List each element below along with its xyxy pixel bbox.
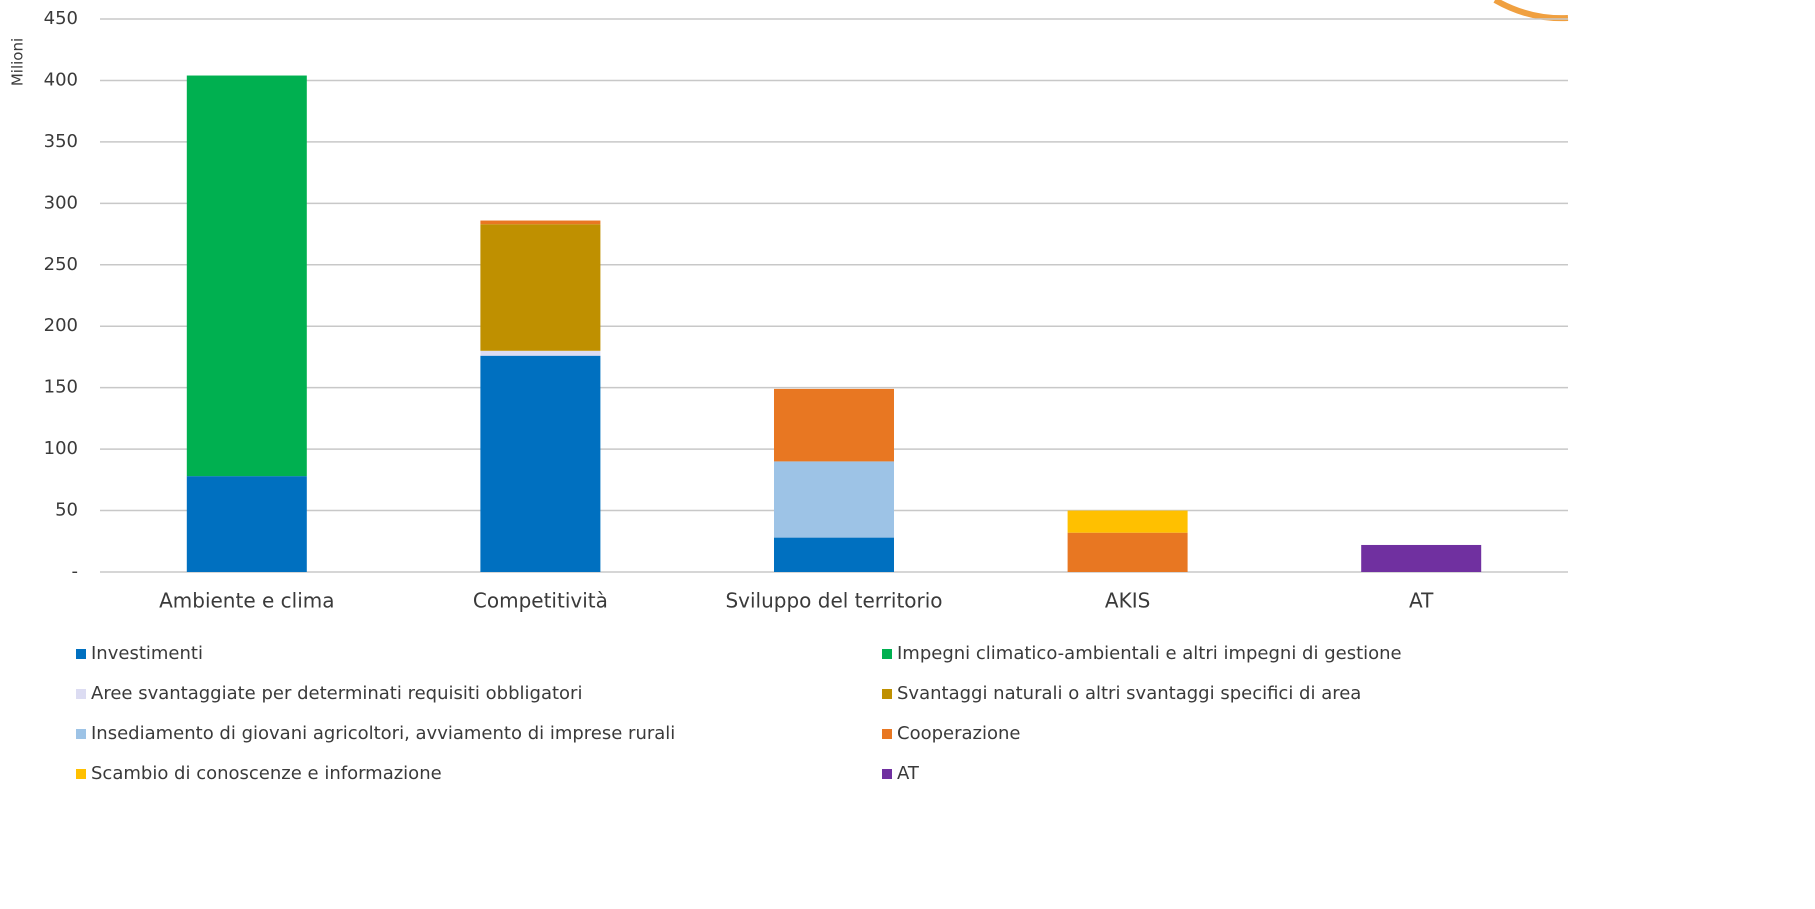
x-tick-label: AKIS bbox=[1105, 589, 1150, 613]
x-tick-label: Sviluppo del territorio bbox=[725, 589, 942, 613]
y-axis-label: Milioni bbox=[9, 38, 27, 86]
legend-label: AT bbox=[897, 763, 920, 784]
legend-swatch bbox=[76, 769, 86, 779]
bar-segment bbox=[186, 476, 307, 572]
bar-segment bbox=[1361, 544, 1482, 572]
x-tick-label: Ambiente e clima bbox=[159, 589, 334, 613]
bar-segment bbox=[1067, 510, 1188, 533]
legend-swatch bbox=[76, 689, 86, 699]
legend-swatch bbox=[882, 769, 892, 779]
y-tick-label: 250 bbox=[44, 254, 78, 275]
legend-label: Impegni climatico-ambientali e altri imp… bbox=[897, 643, 1402, 664]
legend-label: Scambio di conoscenze e informazione bbox=[91, 763, 442, 784]
y-tick-label: 150 bbox=[44, 377, 78, 398]
y-tick-label: - bbox=[72, 561, 79, 582]
legend-label: Aree svantaggiate per determinati requis… bbox=[91, 683, 582, 704]
x-tick-label: Competitività bbox=[473, 589, 608, 613]
y-tick-label: 350 bbox=[44, 131, 78, 152]
y-tick-label: 400 bbox=[44, 69, 78, 90]
legend-label: Investimenti bbox=[91, 643, 203, 664]
legend-swatch bbox=[76, 649, 86, 659]
bar-segment bbox=[480, 220, 601, 225]
bar-segment bbox=[774, 388, 894, 462]
decoration bbox=[1493, 0, 1569, 22]
legend-swatch bbox=[882, 649, 892, 659]
legend-swatch bbox=[76, 729, 86, 739]
y-tick-label: 450 bbox=[44, 8, 78, 29]
y-tick-label: 100 bbox=[44, 438, 78, 459]
y-tick-label: 300 bbox=[44, 192, 78, 213]
legend-label: Svantaggi naturali o altri svantaggi spe… bbox=[897, 683, 1361, 704]
bar-segment bbox=[480, 350, 601, 356]
bar-segment bbox=[774, 461, 894, 538]
bar-segment bbox=[480, 355, 601, 572]
legend-label: Cooperazione bbox=[897, 723, 1020, 744]
bar-segment bbox=[480, 224, 601, 351]
y-tick-label: 50 bbox=[55, 500, 78, 521]
bar-segment bbox=[1067, 532, 1188, 572]
y-tick-label: 200 bbox=[44, 315, 78, 336]
legend-swatch bbox=[882, 689, 892, 699]
x-tick-label: AT bbox=[1409, 589, 1434, 613]
legend-label: Insediamento di giovani agricoltori, avv… bbox=[91, 723, 675, 744]
bar-segment bbox=[186, 75, 307, 477]
bar-segment bbox=[774, 537, 894, 572]
legend-swatch bbox=[882, 729, 892, 739]
